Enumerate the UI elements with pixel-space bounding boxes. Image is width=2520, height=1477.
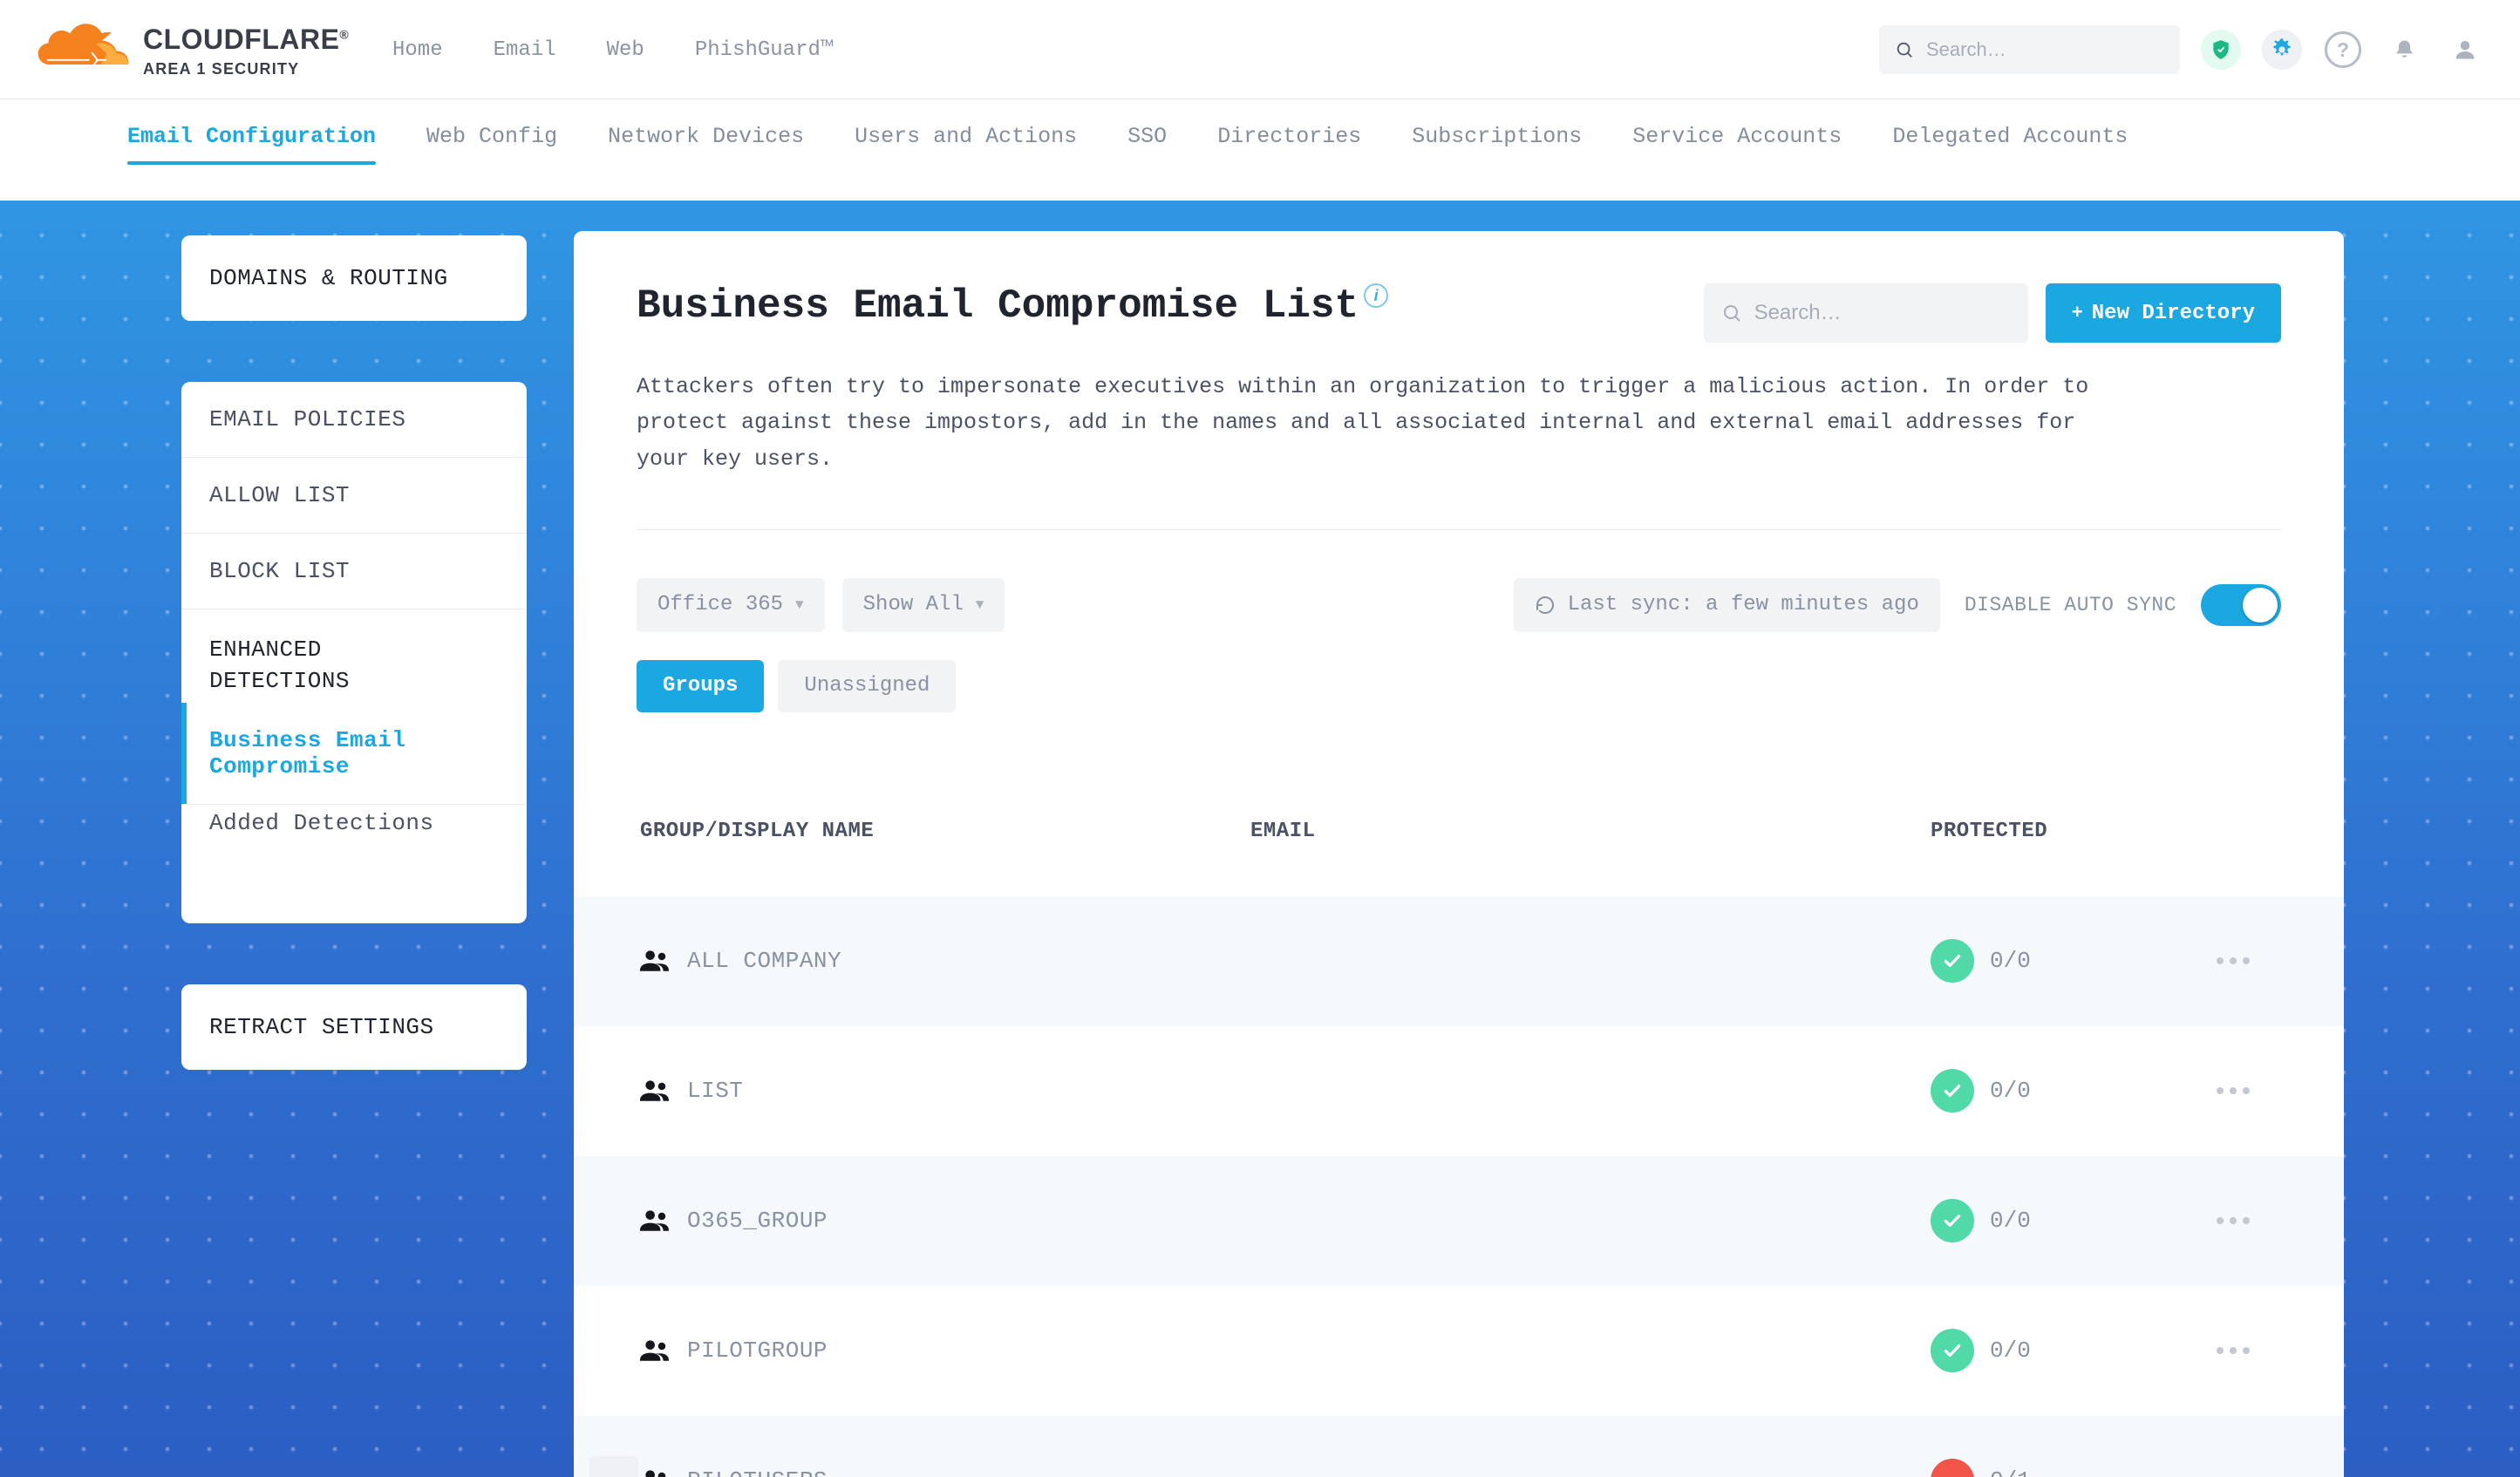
svg-text:?: ? (2337, 38, 2349, 61)
